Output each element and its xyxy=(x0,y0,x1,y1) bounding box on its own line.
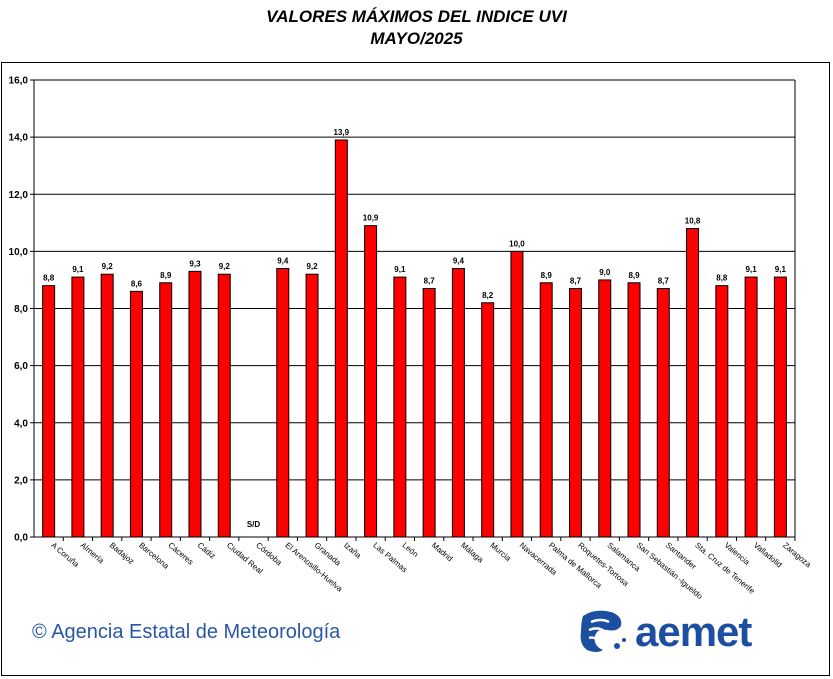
data-label: 8,7 xyxy=(658,277,670,286)
bar xyxy=(188,270,202,538)
x-tick-label: Barcelona xyxy=(137,541,171,571)
y-tick-label: 4,0 xyxy=(14,418,28,429)
data-label: 8,8 xyxy=(43,274,55,283)
data-label: 10,9 xyxy=(363,214,379,223)
bar xyxy=(773,276,787,538)
bar xyxy=(217,273,231,538)
data-label: S/D xyxy=(247,520,261,529)
data-label: 9,4 xyxy=(277,257,289,266)
data-label: 9,1 xyxy=(746,265,758,274)
bar xyxy=(71,276,85,538)
data-label: 8,2 xyxy=(482,291,494,300)
x-tick-label: Valladolid xyxy=(752,541,784,570)
x-tick-label: Málaga xyxy=(459,541,485,565)
x-tick-label: Cádiz xyxy=(196,541,217,561)
bar xyxy=(627,282,641,538)
x-tick-label: Almería xyxy=(79,541,106,566)
x-tick-label: El Arenosillo-Huelva xyxy=(284,541,345,594)
y-tick-label: 0,0 xyxy=(14,533,28,544)
y-tick-label: 16,0 xyxy=(9,76,29,87)
data-label: 9,2 xyxy=(306,262,318,271)
bar xyxy=(364,225,378,538)
bar xyxy=(539,282,553,538)
chart-title: VALORES MÁXIMOS DEL INDICE UVI xyxy=(266,7,567,26)
bar xyxy=(42,285,56,538)
bar xyxy=(715,285,729,538)
bar xyxy=(422,288,436,538)
bar xyxy=(451,268,465,538)
y-tick-label: 2,0 xyxy=(14,475,28,486)
y-tick-label: 10,0 xyxy=(9,247,29,258)
y-tick-label: 12,0 xyxy=(9,190,29,201)
chart-subtitle: MAYO/2025 xyxy=(370,29,463,48)
x-tick-label: A Coruña xyxy=(49,541,81,570)
bar xyxy=(481,302,495,538)
data-label: 8,9 xyxy=(628,271,640,280)
data-label: 13,9 xyxy=(334,128,350,137)
bar xyxy=(159,282,173,538)
data-label: 10,8 xyxy=(685,217,701,226)
data-label: 8,6 xyxy=(131,279,143,288)
y-tick-label: 6,0 xyxy=(14,361,28,372)
bar xyxy=(744,276,758,538)
data-label: 9,3 xyxy=(189,259,201,268)
aemet-logo: aemet xyxy=(577,606,752,658)
bar xyxy=(568,288,582,538)
bar xyxy=(129,290,143,538)
bar xyxy=(686,228,700,538)
data-label: 8,9 xyxy=(541,271,553,280)
bar xyxy=(334,139,348,538)
bar xyxy=(305,273,319,538)
data-label: 9,2 xyxy=(102,262,114,271)
bar xyxy=(510,250,524,538)
x-tick-label: Palma de Mallorca xyxy=(547,541,604,591)
data-label: 8,8 xyxy=(716,274,728,283)
data-label: 9,0 xyxy=(599,268,611,277)
data-label: 9,1 xyxy=(394,265,406,274)
bar xyxy=(656,288,670,538)
chart-title-block: VALORES MÁXIMOS DEL INDICE UVI MAYO/2025 xyxy=(0,6,833,50)
chart-frame xyxy=(1,62,830,676)
x-tick-label: Izaña xyxy=(342,541,363,561)
x-tick-label: Zaragoza xyxy=(781,541,813,570)
data-label: 10,0 xyxy=(509,239,525,248)
x-tick-label: Roquetes-Tortosa xyxy=(576,541,631,589)
x-tick-label: Badajoz xyxy=(108,541,136,566)
aemet-logo-text: aemet xyxy=(635,608,752,655)
x-tick-label: Madrid xyxy=(430,541,455,564)
data-label: 9,4 xyxy=(453,257,465,266)
y-tick-label: 8,0 xyxy=(14,304,28,315)
data-label: 8,9 xyxy=(160,271,172,280)
bar xyxy=(393,276,407,538)
data-label: 9,2 xyxy=(219,262,231,271)
data-label: 9,1 xyxy=(72,265,84,274)
bar xyxy=(598,279,612,538)
data-label: 8,7 xyxy=(570,277,582,286)
y-tick-label: 14,0 xyxy=(9,133,29,144)
x-tick-label: León xyxy=(401,541,420,559)
bar xyxy=(100,273,114,538)
x-tick-label: Murcia xyxy=(488,541,513,564)
data-label: 9,1 xyxy=(775,265,787,274)
bar xyxy=(276,268,290,538)
data-label: 8,7 xyxy=(424,277,436,286)
aemet-logo-icon xyxy=(580,610,626,652)
footer-copyright: © Agencia Estatal de Meteorología xyxy=(32,621,341,643)
